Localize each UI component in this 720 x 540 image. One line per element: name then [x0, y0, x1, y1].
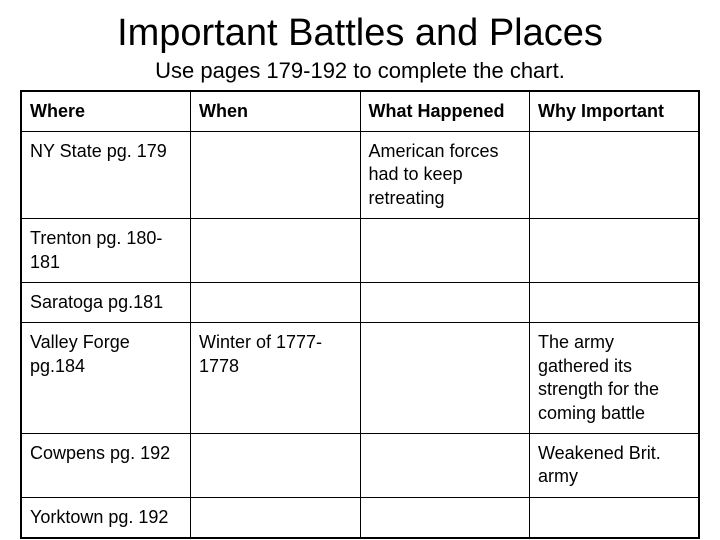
col-why: Why Important	[530, 91, 700, 132]
cell-what: American forces had to keep retreating	[360, 132, 530, 219]
cell-where: Trenton pg. 180-181	[21, 219, 191, 283]
cell-why	[530, 219, 700, 283]
cell-when	[191, 433, 361, 497]
cell-what	[360, 497, 530, 538]
cell-why	[530, 497, 700, 538]
cell-what	[360, 219, 530, 283]
cell-where: Saratoga pg.181	[21, 283, 191, 323]
cell-where: Valley Forge pg.184	[21, 323, 191, 434]
table-row: NY State pg. 179 American forces had to …	[21, 132, 699, 219]
cell-when: Winter of 1777-1778	[191, 323, 361, 434]
col-what: What Happened	[360, 91, 530, 132]
cell-why: The army gathered its strength for the c…	[530, 323, 700, 434]
table-header-row: Where When What Happened Why Important	[21, 91, 699, 132]
cell-what	[360, 283, 530, 323]
cell-why: Weakened Brit. army	[530, 433, 700, 497]
cell-when	[191, 497, 361, 538]
table-row: Yorktown pg. 192	[21, 497, 699, 538]
cell-why	[530, 132, 700, 219]
cell-what	[360, 433, 530, 497]
col-when: When	[191, 91, 361, 132]
slide: Important Battles and Places Use pages 1…	[0, 0, 720, 540]
cell-when	[191, 219, 361, 283]
page-subtitle: Use pages 179-192 to complete the chart.	[20, 58, 700, 84]
page-title: Important Battles and Places	[20, 12, 700, 56]
col-where: Where	[21, 91, 191, 132]
cell-where: Yorktown pg. 192	[21, 497, 191, 538]
battles-table: Where When What Happened Why Important N…	[20, 90, 700, 539]
cell-when	[191, 132, 361, 219]
table-row: Trenton pg. 180-181	[21, 219, 699, 283]
table-row: Cowpens pg. 192 Weakened Brit. army	[21, 433, 699, 497]
cell-what	[360, 323, 530, 434]
cell-where: Cowpens pg. 192	[21, 433, 191, 497]
table-row: Saratoga pg.181	[21, 283, 699, 323]
cell-where: NY State pg. 179	[21, 132, 191, 219]
cell-why	[530, 283, 700, 323]
cell-when	[191, 283, 361, 323]
table-row: Valley Forge pg.184 Winter of 1777-1778 …	[21, 323, 699, 434]
